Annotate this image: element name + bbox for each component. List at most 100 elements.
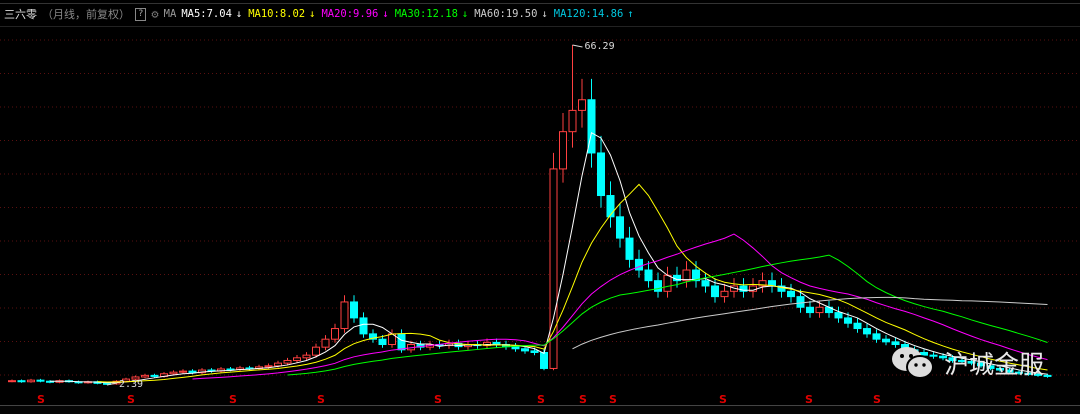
candle-down — [701, 280, 710, 287]
candle-down — [644, 269, 653, 282]
divider — [0, 26, 1080, 27]
trend-arrow-icon: ↓ — [461, 8, 469, 20]
candle-down — [369, 333, 377, 340]
ma-indicator: MA10:8.02 ↓ — [248, 8, 315, 20]
max-pointer — [572, 44, 583, 48]
candle-down — [188, 370, 197, 374]
ma-value: MA120:14.86 — [553, 8, 624, 20]
chart-header: 三六零 （月线，前复权） ? ⚙ MA MA5:7.04 ↓ MA10:8.02 ↓ M… — [4, 6, 634, 22]
candle-up — [131, 376, 140, 380]
candle-down — [540, 351, 548, 369]
candle-up — [549, 168, 558, 369]
candle-up — [340, 301, 349, 330]
stock-name: 三六零 — [4, 8, 37, 21]
candle-down — [597, 152, 605, 197]
tab-strip — [0, 0, 1080, 4]
candle-up — [578, 99, 586, 111]
trend-arrow-icon: ↓ — [309, 8, 316, 20]
ma-value: MA10:8.02 — [248, 8, 306, 20]
candle-up — [682, 269, 691, 282]
candle-down — [948, 357, 957, 361]
min-pointer — [106, 382, 118, 386]
candle-up — [264, 365, 273, 368]
candle-down — [853, 322, 862, 330]
ma30-line — [287, 254, 1048, 376]
candle-down — [1005, 369, 1014, 373]
candle-down — [787, 290, 795, 298]
candle-down — [872, 333, 881, 340]
candle-down — [606, 195, 615, 218]
candle-up — [815, 306, 824, 314]
candle-down — [1015, 371, 1023, 374]
signal-marker: S — [229, 393, 237, 406]
candle-down — [530, 350, 539, 353]
candle-down — [891, 341, 900, 346]
candle-down — [882, 338, 890, 343]
candle-down — [150, 374, 159, 377]
candle-down — [378, 338, 387, 346]
signal-marker: S — [719, 393, 727, 406]
candle-down — [635, 258, 643, 271]
candle-up — [8, 380, 16, 383]
candle-down — [692, 269, 700, 282]
candle-down — [967, 361, 976, 364]
candle-up — [274, 362, 282, 367]
period-mode[interactable]: （月线，前复权） — [42, 8, 130, 21]
candle-up — [331, 328, 339, 340]
signal-marker: S — [609, 393, 617, 406]
ma-indicator: MA5:7.04 ↓ — [181, 8, 242, 20]
min-price-label: 2.39 — [119, 379, 143, 390]
candle-up — [321, 338, 330, 348]
ma-value: MA30:12.18 — [394, 8, 458, 20]
ma-value: MA60:19.50 — [474, 8, 538, 20]
candle-down — [739, 285, 748, 292]
candle-down — [796, 296, 805, 308]
ma-value: MA20:9.96 — [321, 8, 379, 20]
candle-down — [834, 312, 843, 319]
signal-marker: S — [1014, 393, 1022, 406]
candle-up — [758, 280, 767, 287]
ma5-line — [50, 131, 1048, 384]
candle-up — [27, 379, 35, 383]
candle-up — [283, 359, 292, 364]
help-button[interactable]: ? — [135, 7, 147, 21]
ma-indicator: MA30:12.18 ↓ — [395, 8, 469, 20]
candle-up — [663, 274, 672, 292]
indicator-panel-strip — [0, 405, 1080, 414]
candle-down — [625, 237, 634, 260]
signal-marker: S — [805, 393, 813, 406]
wechat-icon — [892, 347, 934, 379]
candle-down — [958, 359, 966, 363]
signal-marker: S — [579, 393, 587, 406]
signal-marker: S — [537, 393, 545, 406]
candle-down — [36, 379, 45, 382]
candle-down — [350, 301, 358, 319]
candle-down — [616, 216, 624, 239]
trend-arrow-icon: ↓ — [541, 8, 548, 20]
ma10-line — [97, 183, 1048, 383]
candle-up — [302, 354, 311, 359]
candle-down — [977, 362, 985, 367]
trend-arrow-icon: ↓ — [382, 8, 389, 20]
candle-down — [397, 333, 406, 351]
trend-arrow-icon: ↓ — [235, 8, 243, 20]
gear-icon[interactable]: ⚙ — [151, 7, 159, 21]
candle-up — [559, 131, 567, 170]
candle-down — [711, 285, 719, 298]
candle-down — [844, 317, 852, 324]
candle-down — [654, 280, 662, 292]
candle-down — [1043, 374, 1052, 377]
candle-down — [359, 317, 368, 335]
ma20-line — [192, 233, 1048, 380]
ma-indicator: MA120:14.86 ↑ — [554, 8, 634, 20]
candle-down — [996, 367, 1004, 371]
signal-marker: S — [37, 393, 45, 406]
candle-up — [169, 371, 178, 375]
candle-up — [179, 370, 187, 373]
candle-down — [986, 365, 995, 369]
candle-down — [939, 355, 947, 359]
candle-up — [293, 357, 301, 361]
signal-marker: S — [873, 393, 881, 406]
candle-down — [521, 348, 529, 352]
